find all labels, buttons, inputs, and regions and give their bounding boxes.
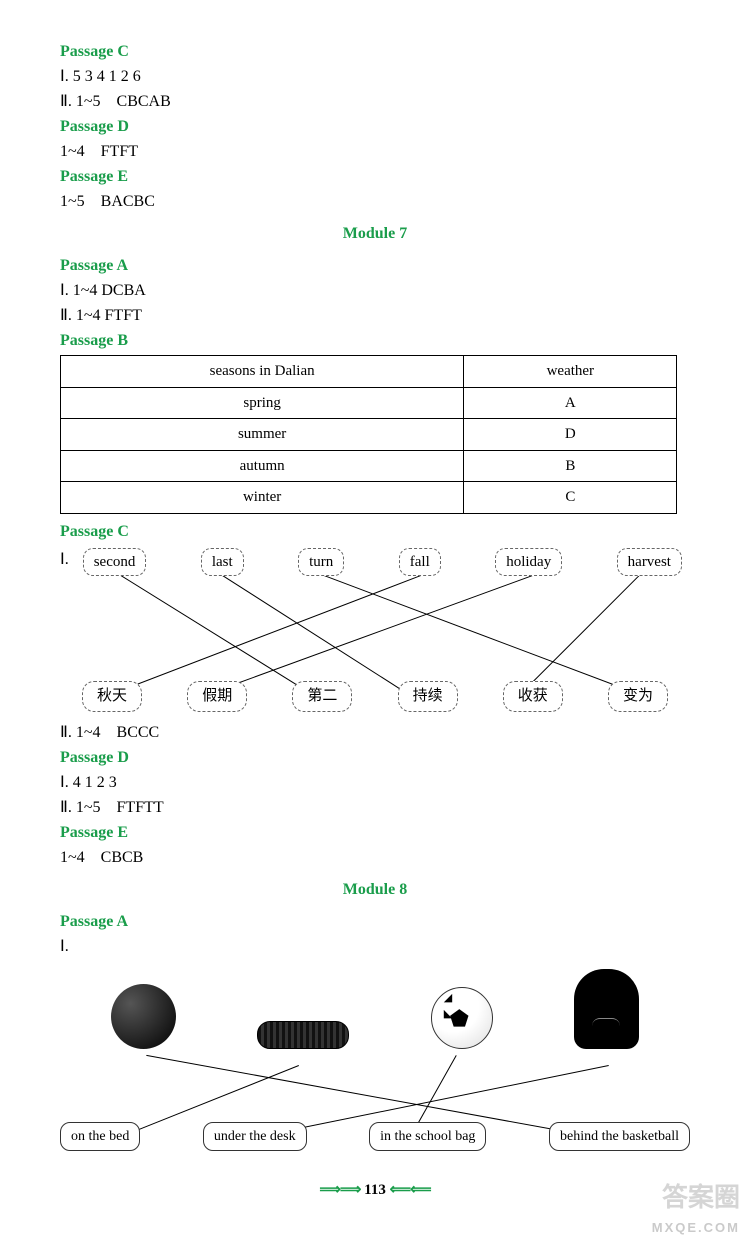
- en-word: harvest: [617, 548, 682, 577]
- module-8-title: Module 8: [60, 878, 690, 902]
- cn-word: 持续: [398, 681, 458, 712]
- m8-section-label: Ⅰ.: [60, 935, 690, 959]
- m7-passage-b-title: Passage B: [60, 329, 690, 353]
- image-match-area: on the bed under the desk in the school …: [60, 969, 690, 1159]
- passage-c-line1: Ⅰ. 5 3 4 1 2 6: [60, 65, 690, 89]
- m7-passage-c-line2: Ⅱ. 1~4 BCCC: [60, 721, 690, 745]
- cn-word: 收获: [503, 681, 563, 712]
- m7-passage-a-line1: Ⅰ. 1~4 DCBA: [60, 279, 690, 303]
- pencil-case-icon: [257, 1021, 349, 1049]
- phrase-box: under the desk: [203, 1122, 307, 1151]
- module-7-title: Module 7: [60, 222, 690, 246]
- page-number-value: 113: [364, 1182, 386, 1198]
- seasons-table: seasons in Dalian weather springA summer…: [60, 355, 677, 514]
- m7-passage-d-line1: Ⅰ. 4 1 2 3: [60, 771, 690, 795]
- backpack-icon: [574, 969, 639, 1049]
- watermark-sub: MXQE.COM: [652, 1220, 740, 1235]
- page-deco-right: ⟸⟸: [390, 1181, 431, 1198]
- m7-passage-e-line1: 1~4 CBCB: [60, 846, 690, 870]
- match-lines-svg: [60, 540, 690, 723]
- cn-word: 变为: [608, 681, 668, 712]
- cn-word: 假期: [187, 681, 247, 712]
- m7-passage-d-line2: Ⅱ. 1~5 FTFTT: [60, 796, 690, 820]
- page-deco-left: ⟹⟹: [319, 1181, 360, 1198]
- cn-word: 第二: [292, 681, 352, 712]
- basketball-icon: [111, 984, 176, 1049]
- passage-d-title: Passage D: [60, 115, 690, 139]
- en-word: holiday: [495, 548, 562, 577]
- passage-c-line2: Ⅱ. 1~5 CBCAB: [60, 90, 690, 114]
- m8-passage-a-title: Passage A: [60, 910, 690, 934]
- table-row: winterC: [61, 482, 677, 514]
- word-match-area: Ⅰ. second last turn fall holiday harvest…: [60, 540, 690, 720]
- table-row: springA: [61, 387, 677, 419]
- phrase-box: on the bed: [60, 1122, 140, 1151]
- table-row: autumnB: [61, 450, 677, 482]
- cn-word: 秋天: [82, 681, 142, 712]
- passage-c-title: Passage C: [60, 40, 690, 64]
- en-word: second: [83, 548, 147, 577]
- en-word: last: [201, 548, 244, 577]
- m7-passage-a-title: Passage A: [60, 254, 690, 278]
- table-header-weather: weather: [464, 356, 677, 388]
- en-word: fall: [399, 548, 441, 577]
- passage-d-line1: 1~4 FTFT: [60, 140, 690, 164]
- table-header-seasons: seasons in Dalian: [61, 356, 464, 388]
- m7-passage-d-title: Passage D: [60, 746, 690, 770]
- m7-passage-e-title: Passage E: [60, 821, 690, 845]
- phrase-box: behind the basketball: [549, 1122, 690, 1151]
- passage-e-line1: 1~5 BACBC: [60, 190, 690, 214]
- page-number: ⟹⟹ 113 ⟸⟸: [60, 1179, 690, 1202]
- m7-passage-a-line2: Ⅱ. 1~4 FTFT: [60, 304, 690, 328]
- passage-e-title: Passage E: [60, 165, 690, 189]
- en-word: turn: [298, 548, 344, 577]
- soccer-ball-icon: [431, 987, 493, 1049]
- phrase-box: in the school bag: [369, 1122, 486, 1151]
- table-row: summerD: [61, 419, 677, 451]
